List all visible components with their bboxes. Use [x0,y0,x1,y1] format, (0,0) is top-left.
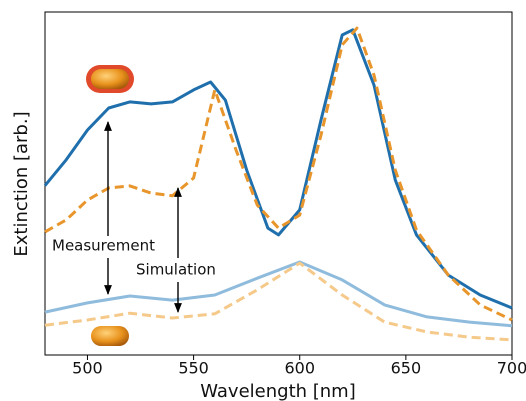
x-tick-label: 500 [72,359,103,378]
x-tick-label: 550 [178,359,209,378]
particle [91,326,129,346]
y-axis-label: Extinction [arb.] [11,111,32,256]
annotation: Measurement [52,237,155,255]
series-line [44,261,513,342]
x-tick-label: 600 [284,359,315,378]
x-axis-label: Wavelength [nm] [200,381,356,401]
plot-frame [44,11,513,356]
particle [91,69,129,89]
series-line [44,26,513,322]
series-line [43,28,513,310]
x-tick-label: 650 [391,359,422,378]
annotation: Simulation [136,261,216,279]
x-tick-label: 700 [497,359,526,378]
series-line [44,260,513,328]
